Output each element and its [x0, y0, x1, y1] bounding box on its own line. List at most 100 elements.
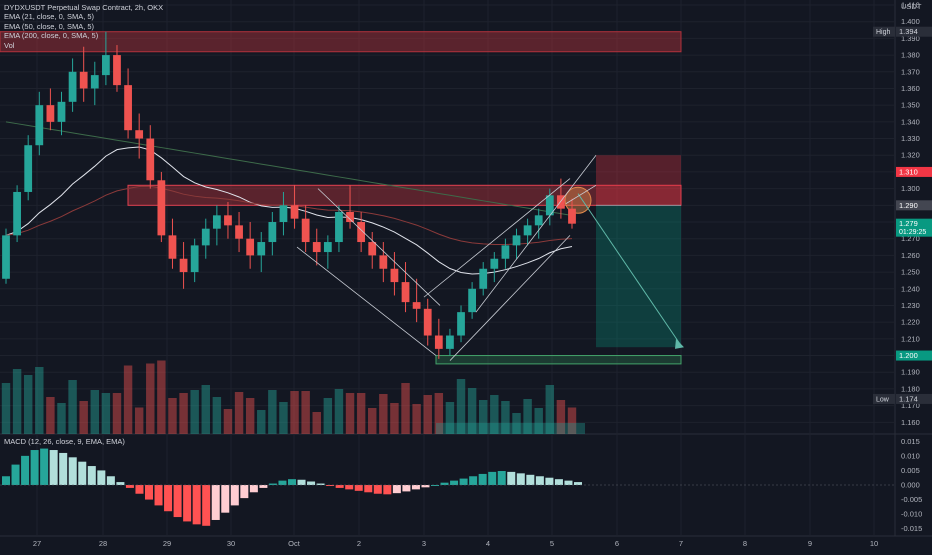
candle-body: [124, 85, 132, 131]
up-channel-upper: [423, 178, 571, 298]
volume-bar: [467, 388, 477, 434]
volume-bar: [445, 402, 455, 434]
macd-bar: [411, 485, 420, 490]
macd-bar: [268, 483, 277, 485]
macd-bar: [345, 485, 354, 490]
y-tick-label: 1.380: [901, 51, 920, 60]
candle-body: [545, 195, 554, 216]
macd-bar: [488, 471, 497, 485]
candle-body: [168, 235, 177, 259]
macd-bar: [297, 479, 306, 485]
candle-body: [557, 195, 565, 209]
rising-wedge-line: [475, 154, 597, 313]
volume-bar: [123, 365, 133, 434]
volume-bar: [401, 383, 410, 434]
macd-bar: [30, 450, 39, 485]
volume-bar: [301, 391, 310, 434]
macd-bar: [440, 482, 449, 485]
y-tick-label: 1.210: [901, 334, 920, 343]
x-tick-label: 9: [808, 539, 812, 548]
ema200-line: [5, 121, 573, 216]
volume-bar: [323, 398, 333, 434]
volume-bar: [456, 379, 466, 434]
volume-bar: [68, 380, 77, 434]
candle-body: [268, 222, 277, 243]
ema21-line: [5, 146, 573, 275]
macd-histogram: [0, 448, 895, 526]
volume-bar: [512, 413, 521, 434]
volume-bar: [501, 401, 510, 434]
price-label-value: 1.290: [899, 201, 918, 210]
legend-ema200[interactable]: EMA (200, close, 0, SMA, 5): [4, 31, 99, 41]
macd-bar: [430, 485, 440, 486]
macd-bar: [450, 480, 459, 485]
candle-body: [190, 245, 199, 273]
y-tick-label: 1.240: [901, 284, 920, 293]
macd-bar: [68, 457, 77, 485]
x-tick-label: 10: [870, 539, 878, 548]
macd-bar: [278, 480, 287, 485]
price-label-value: 1.174: [899, 394, 918, 403]
macd-legend[interactable]: MACD (12, 26, close, 9, EMA, EMA): [4, 437, 125, 446]
macd-bar: [144, 485, 154, 500]
macd-bar: [154, 485, 163, 506]
wedge-top: [565, 184, 597, 204]
macd-bar: [421, 485, 430, 488]
macd-bar: [564, 480, 573, 485]
y-tick-label: 1.160: [901, 418, 920, 427]
volume-bar: [190, 390, 199, 434]
candle-body: [246, 238, 255, 256]
target-area: [596, 205, 681, 348]
x-tick-label: 3: [422, 539, 426, 548]
candle-body: [290, 205, 299, 219]
macd-bar: [469, 476, 478, 485]
volume-bar: [268, 390, 277, 434]
y-tick-label: 1.350: [901, 101, 920, 110]
volume-bar: [79, 401, 88, 434]
macd-bar: [230, 485, 239, 506]
candle-body: [423, 308, 432, 336]
volume-bar: [345, 393, 355, 434]
price-label-box: [896, 218, 932, 237]
legend-vol[interactable]: Vol: [4, 40, 15, 50]
grid: [0, 0, 932, 537]
price-label-name-box: [873, 26, 895, 37]
volume-bar: [279, 402, 288, 434]
macd-bar: [249, 485, 258, 493]
x-tick-label: 28: [99, 539, 107, 548]
volume-bar: [168, 398, 177, 434]
macd-bar: [11, 464, 20, 485]
supply-zone: [0, 31, 682, 53]
candle-body: [101, 55, 110, 76]
x-tick-label: 30: [227, 539, 235, 548]
macd-bar: [392, 485, 401, 494]
y-tick-label: 1.360: [901, 84, 920, 93]
price-label-box: [896, 166, 932, 177]
macd-bar: [497, 471, 506, 485]
macd-bar: [326, 485, 335, 486]
candle-body: [434, 335, 443, 349]
volume-bar: [334, 389, 344, 434]
legend-ema21[interactable]: EMA (21, close, 0, SMA, 5): [4, 12, 95, 22]
ema-lines: [5, 121, 573, 275]
legend-ema50[interactable]: EMA (50, close, 0, SMA, 5): [4, 21, 95, 31]
volume-bar: [212, 397, 222, 434]
candle-body: [568, 208, 576, 224]
candle-body: [279, 205, 288, 223]
y-tick-label: 1.300: [901, 184, 920, 193]
candle-body: [301, 218, 310, 243]
candle-body: [179, 258, 188, 273]
candle-body: [368, 242, 377, 256]
price-label-value: 1.279: [899, 219, 918, 228]
y-tick-label: 1.370: [901, 67, 920, 76]
macd-bar: [1, 476, 11, 485]
legend: DYDXUSDT Perpetual Swap Contract, 2h, OK…: [4, 3, 163, 50]
price-label-box: [896, 26, 932, 37]
price-label-name: High: [876, 29, 891, 36]
x-tick-label: 4: [486, 539, 490, 548]
macd-bar: [97, 470, 106, 485]
volume-bar: [112, 393, 122, 434]
